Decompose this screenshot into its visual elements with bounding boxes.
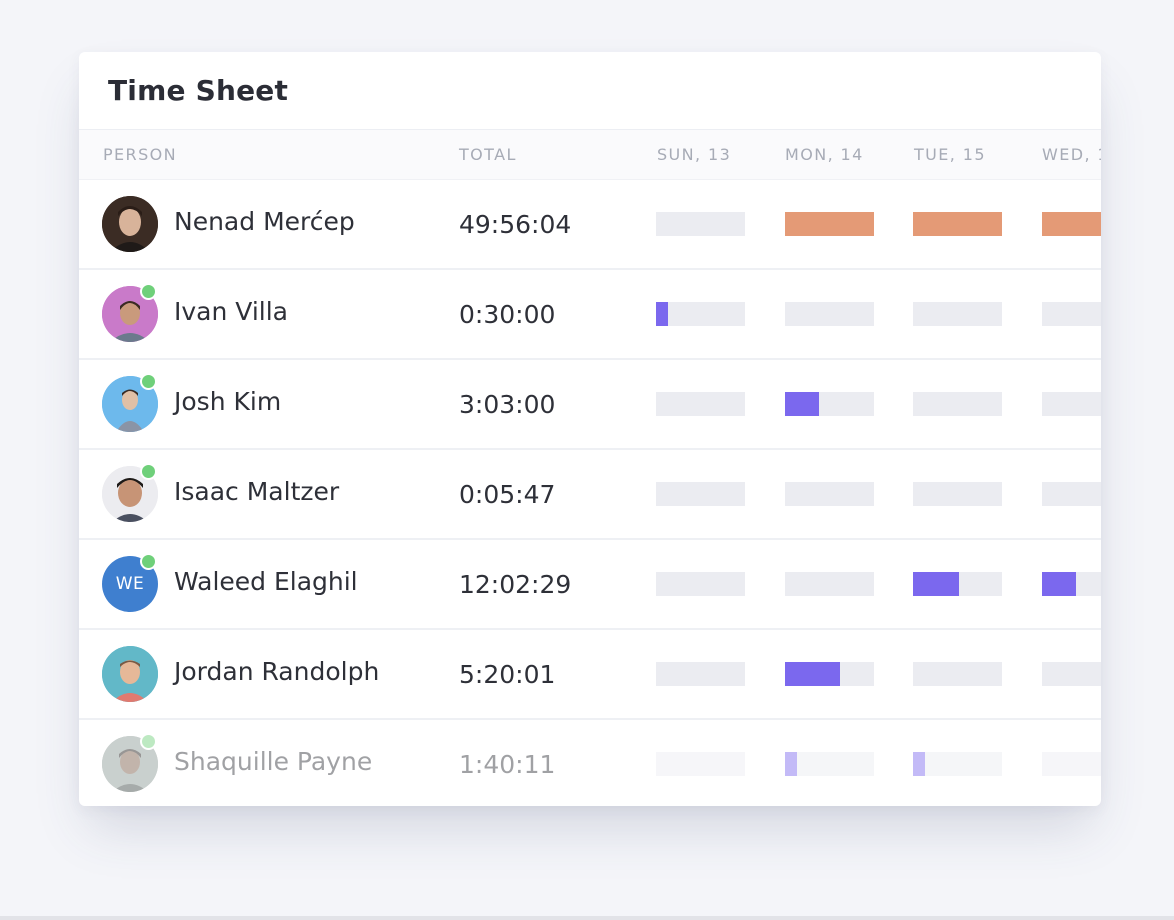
column-header-sun[interactable]: SUN, 13 xyxy=(657,145,732,164)
avatar-photo-icon xyxy=(102,466,158,522)
table-header: PERSON TOTAL SUN, 13 MON, 14 TUE, 15 WED… xyxy=(79,130,1101,180)
total-time: 5:20:01 xyxy=(459,660,556,689)
person-name[interactable]: Shaquille Payne xyxy=(174,747,373,776)
table-row[interactable]: WE Waleed Elaghil 12:02:29 xyxy=(79,540,1101,630)
card-title: Time Sheet xyxy=(79,52,1101,130)
day-bar[interactable] xyxy=(1042,662,1101,686)
day-bar[interactable] xyxy=(785,302,874,326)
day-bar[interactable] xyxy=(1042,482,1101,506)
day-bar[interactable] xyxy=(913,392,1002,416)
person-name[interactable]: Ivan Villa xyxy=(174,297,288,326)
avatar[interactable] xyxy=(102,646,158,702)
table-row[interactable]: Josh Kim 3:03:00 xyxy=(79,360,1101,450)
online-status-dot xyxy=(140,283,157,300)
table-row[interactable]: Ivan Villa 0:30:00 xyxy=(79,270,1101,360)
day-bar[interactable] xyxy=(656,662,745,686)
day-bar[interactable] xyxy=(656,302,745,326)
day-bar[interactable] xyxy=(1042,302,1101,326)
online-status-dot xyxy=(140,463,157,480)
day-bar-fill xyxy=(913,212,1002,236)
column-header-total[interactable]: TOTAL xyxy=(459,145,517,164)
day-bar-fill xyxy=(913,752,925,776)
day-bar[interactable] xyxy=(913,482,1002,506)
day-bar[interactable] xyxy=(1042,752,1101,776)
total-time: 3:03:00 xyxy=(459,390,556,419)
day-bar[interactable] xyxy=(913,302,1002,326)
day-bar[interactable] xyxy=(1042,212,1101,236)
avatar[interactable] xyxy=(102,196,158,252)
day-bar-fill xyxy=(656,302,668,326)
total-time: 49:56:04 xyxy=(459,210,572,239)
day-bar[interactable] xyxy=(1042,572,1101,596)
column-header-wed[interactable]: WED, 16 xyxy=(1042,145,1101,164)
avatar[interactable] xyxy=(102,733,158,792)
day-bar[interactable] xyxy=(656,572,745,596)
table-row[interactable]: Shaquille Payne 1:40:11 xyxy=(79,720,1101,806)
avatar[interactable] xyxy=(102,373,158,432)
column-header-person[interactable]: PERSON xyxy=(103,145,177,164)
day-bar[interactable] xyxy=(785,752,874,776)
day-bar[interactable] xyxy=(656,392,745,416)
day-bar-fill xyxy=(913,572,960,596)
day-bar[interactable] xyxy=(1042,392,1101,416)
total-time: 0:30:00 xyxy=(459,300,556,329)
day-bar[interactable] xyxy=(913,572,1002,596)
column-header-mon[interactable]: MON, 14 xyxy=(785,145,864,164)
day-bar[interactable] xyxy=(785,662,874,686)
day-bar-fill xyxy=(1042,572,1076,596)
person-name[interactable]: Josh Kim xyxy=(174,387,282,416)
day-bar-fill xyxy=(785,662,841,686)
day-bar[interactable] xyxy=(913,662,1002,686)
avatar-photo-icon xyxy=(102,646,158,702)
online-status-dot xyxy=(140,553,157,570)
avatar[interactable]: WE xyxy=(102,553,158,612)
day-bar[interactable] xyxy=(785,482,874,506)
table-row[interactable]: Nenad Merćep 49:56:04 xyxy=(79,180,1101,270)
table-row[interactable]: Isaac Maltzer 0:05:47 xyxy=(79,450,1101,540)
avatar[interactable] xyxy=(102,283,158,342)
online-status-dot xyxy=(140,373,157,390)
day-bar-fill xyxy=(785,212,874,236)
timesheet-card: Time Sheet PERSON TOTAL SUN, 13 MON, 14 … xyxy=(79,52,1101,806)
day-bar-fill xyxy=(1042,212,1101,236)
day-bar[interactable] xyxy=(656,212,745,236)
day-bar[interactable] xyxy=(656,752,745,776)
person-name[interactable]: Nenad Merćep xyxy=(174,207,355,236)
online-status-dot xyxy=(140,733,157,750)
avatar[interactable] xyxy=(102,463,158,522)
day-bar-fill xyxy=(785,752,797,776)
avatar-photo-icon xyxy=(102,196,158,252)
day-bar[interactable] xyxy=(656,482,745,506)
total-time: 12:02:29 xyxy=(459,570,572,599)
day-bar[interactable] xyxy=(785,572,874,596)
day-bar[interactable] xyxy=(785,392,874,416)
column-header-tue[interactable]: TUE, 15 xyxy=(914,145,986,164)
total-time: 1:40:11 xyxy=(459,750,556,779)
avatar-initials: WE xyxy=(115,574,145,594)
window-bottom-edge xyxy=(0,916,1174,920)
day-bar[interactable] xyxy=(913,752,1002,776)
person-name[interactable]: Isaac Maltzer xyxy=(174,477,340,506)
table-row[interactable]: Jordan Randolph 5:20:01 xyxy=(79,630,1101,720)
day-bar-fill xyxy=(785,392,819,416)
person-name[interactable]: Waleed Elaghil xyxy=(174,567,358,596)
day-bar[interactable] xyxy=(785,212,874,236)
person-name[interactable]: Jordan Randolph xyxy=(174,657,380,686)
total-time: 0:05:47 xyxy=(459,480,556,509)
day-bar[interactable] xyxy=(913,212,1002,236)
